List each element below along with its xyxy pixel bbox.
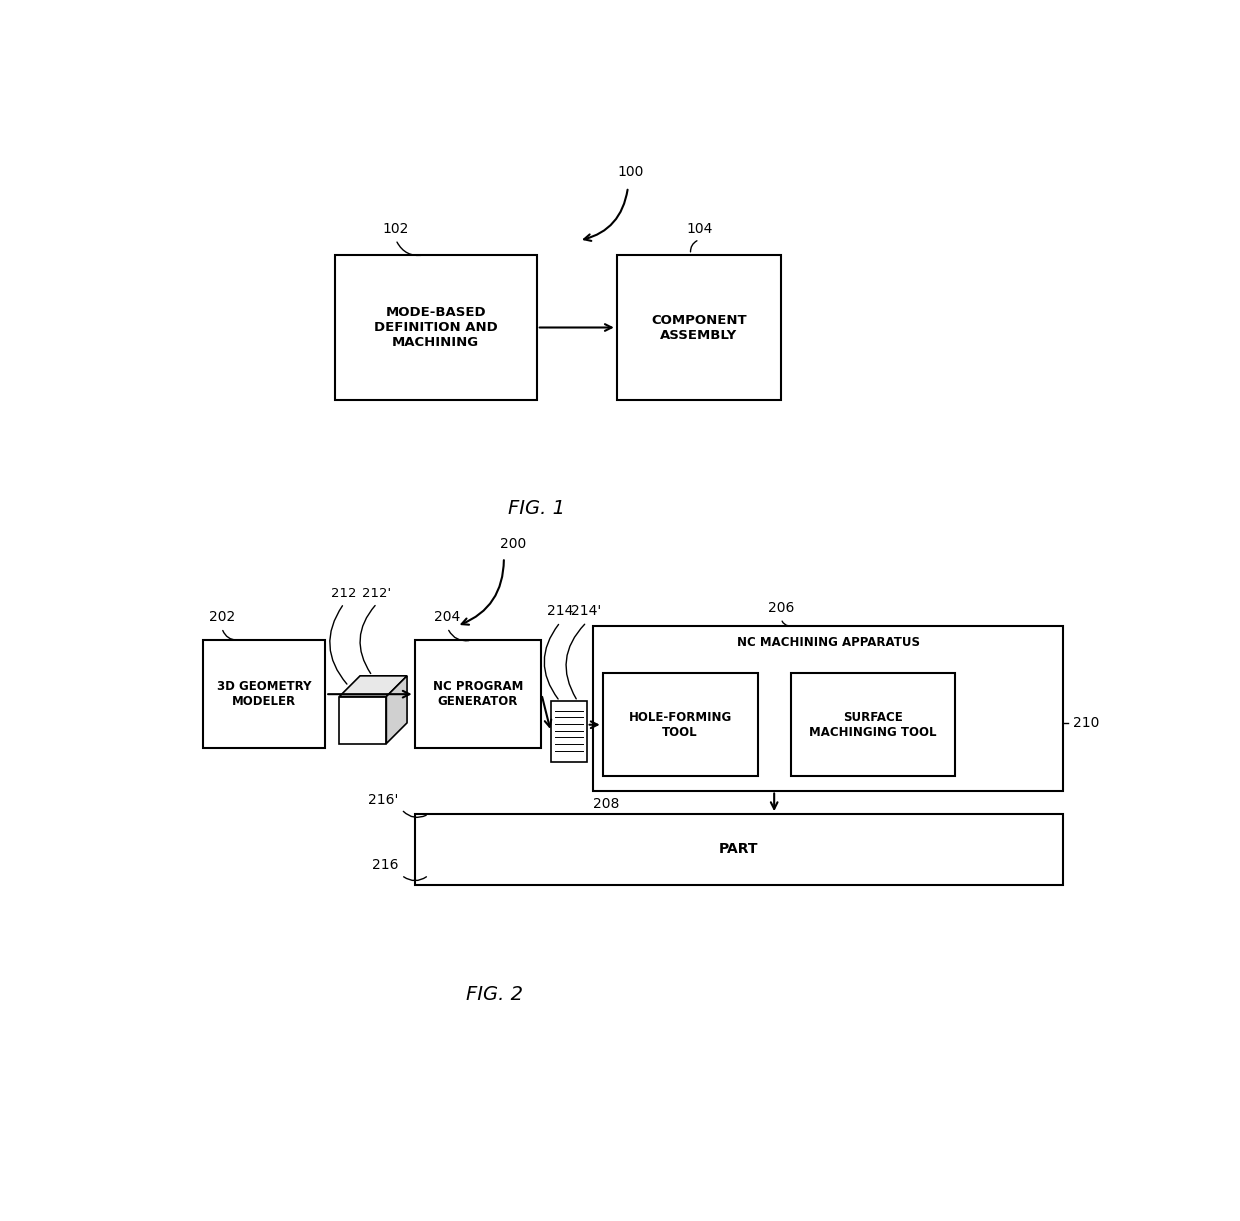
FancyBboxPatch shape [414, 814, 1063, 884]
Text: 206: 206 [768, 601, 795, 614]
FancyBboxPatch shape [551, 701, 587, 762]
Text: 214: 214 [547, 604, 573, 619]
Text: 212': 212' [362, 586, 392, 600]
Text: FIG. 1: FIG. 1 [508, 499, 565, 518]
FancyBboxPatch shape [791, 673, 955, 777]
Text: 3D GEOMETRY
MODELER: 3D GEOMETRY MODELER [217, 680, 311, 708]
Text: 210: 210 [1073, 716, 1099, 730]
Polygon shape [340, 696, 387, 744]
FancyBboxPatch shape [335, 255, 537, 400]
Text: 208: 208 [593, 797, 620, 811]
Text: 212: 212 [331, 586, 357, 600]
Text: 200: 200 [500, 537, 527, 551]
FancyBboxPatch shape [414, 640, 542, 748]
Text: 100: 100 [618, 165, 644, 179]
FancyBboxPatch shape [616, 255, 781, 400]
Text: 104: 104 [686, 222, 713, 236]
Text: 202: 202 [208, 610, 234, 624]
Polygon shape [387, 676, 407, 744]
Text: 216: 216 [372, 858, 398, 872]
Text: NC MACHINING APPARATUS: NC MACHINING APPARATUS [737, 636, 920, 650]
FancyBboxPatch shape [593, 626, 1063, 790]
Text: MODE-BASED
DEFINITION AND
MACHINING: MODE-BASED DEFINITION AND MACHINING [373, 306, 497, 349]
Text: COMPONENT
ASSEMBLY: COMPONENT ASSEMBLY [651, 314, 746, 342]
Polygon shape [340, 676, 407, 696]
Text: SURFACE
MACHINGING TOOL: SURFACE MACHINGING TOOL [810, 711, 936, 739]
Text: 216': 216' [368, 792, 398, 807]
Text: FIG. 2: FIG. 2 [466, 985, 523, 1004]
Text: PART: PART [719, 842, 759, 856]
Text: HOLE-FORMING
TOOL: HOLE-FORMING TOOL [629, 711, 732, 739]
Text: NC PROGRAM
GENERATOR: NC PROGRAM GENERATOR [433, 680, 523, 708]
Text: 204: 204 [434, 610, 460, 624]
Text: 214': 214' [572, 604, 601, 619]
FancyBboxPatch shape [603, 673, 758, 777]
Text: 102: 102 [383, 222, 409, 236]
FancyBboxPatch shape [203, 640, 325, 748]
